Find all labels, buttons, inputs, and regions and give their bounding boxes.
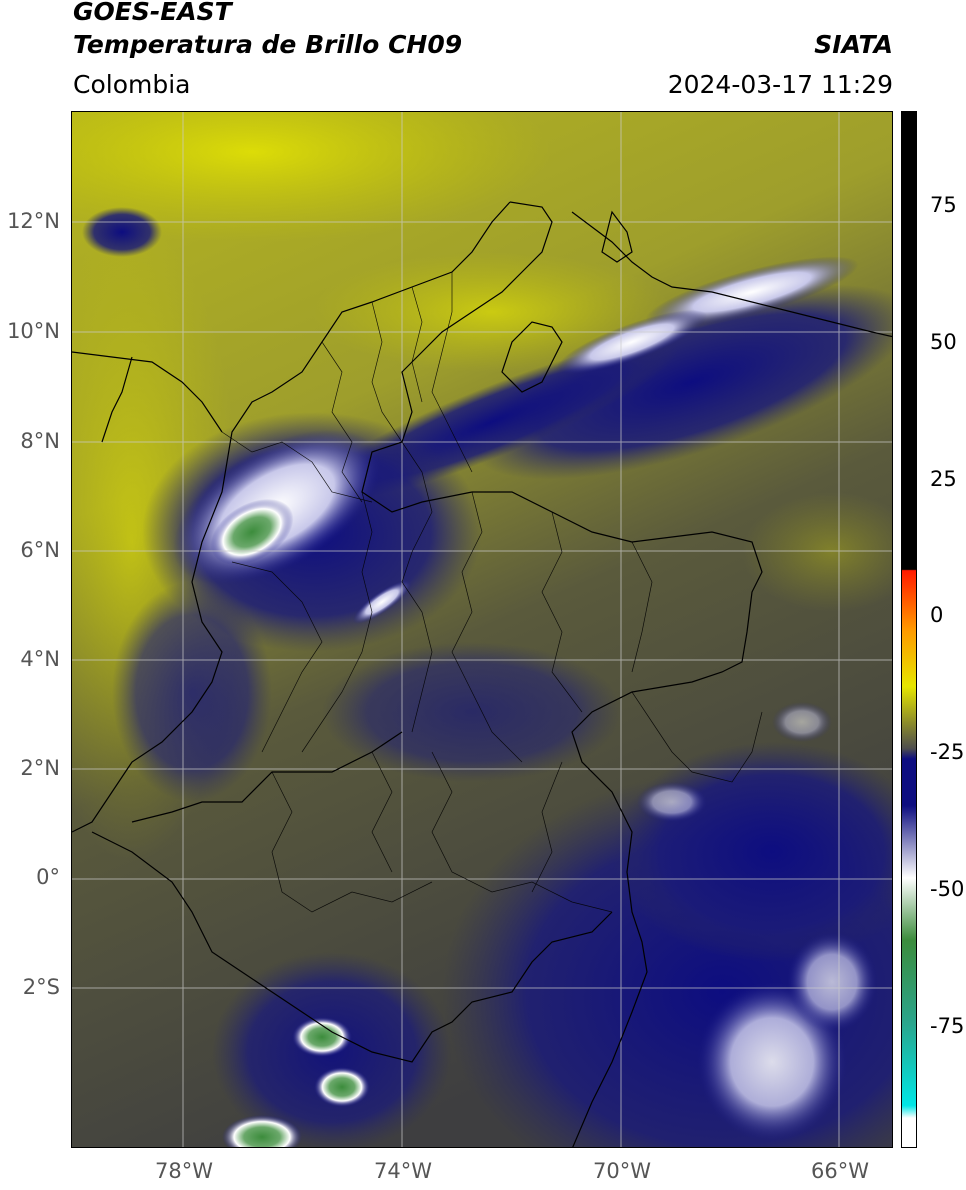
lat-label: 2°S (22, 975, 60, 999)
colorbar-tick: -50 (930, 877, 965, 901)
lon-label: 74°W (374, 1159, 432, 1183)
satellite-map[interactable] (71, 111, 893, 1148)
colorbar-tick: 50 (930, 330, 957, 354)
lat-label: 6°N (20, 538, 60, 562)
lat-label: 12°N (7, 209, 60, 233)
satellite-title: GOES-EAST (73, 0, 232, 26)
lon-label: 78°W (155, 1159, 213, 1183)
lat-label: 0° (36, 865, 60, 889)
colorbar-tick: 25 (930, 467, 957, 491)
lon-label: 66°W (811, 1159, 869, 1183)
source-label: SIATA (814, 30, 893, 59)
temperature-colorbar (901, 111, 917, 1148)
lon-label: 70°W (593, 1159, 651, 1183)
datetime-label: 2024-03-17 11:29 (667, 70, 893, 99)
lat-label: 2°N (20, 756, 60, 780)
lat-label: 8°N (20, 429, 60, 453)
region-label: Colombia (73, 70, 191, 99)
lat-label: 4°N (20, 647, 60, 671)
colorbar-tick: 75 (930, 193, 957, 217)
colorbar-tick: -75 (930, 1014, 965, 1038)
colorbar-tick: -25 (930, 740, 965, 764)
product-title: Temperatura de Brillo CH09 (73, 30, 463, 59)
graticule (72, 112, 892, 1147)
country-borders (72, 201, 892, 1147)
lat-label: 10°N (7, 319, 60, 343)
colorbar-tick: 0 (930, 603, 944, 627)
